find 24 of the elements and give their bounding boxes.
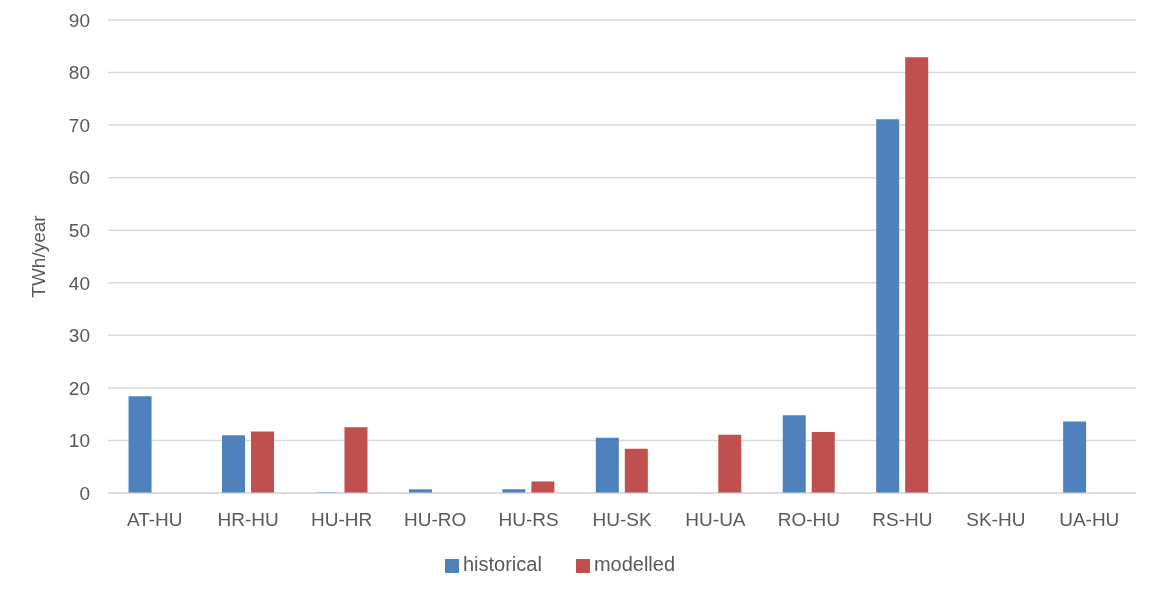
y-tick-label: 70 — [68, 114, 90, 136]
y-tick-label: 40 — [68, 272, 90, 294]
y-tick-label: 90 — [68, 9, 90, 31]
x-tick-label: RO-HU — [777, 509, 841, 531]
y-tick-label: 20 — [68, 377, 90, 399]
x-tick-label: HU-HR — [311, 509, 373, 531]
y-tick-label: 30 — [68, 325, 90, 347]
y-tick-label: 50 — [68, 219, 90, 241]
y-axis-title: TWh/year — [27, 214, 49, 298]
y-tick-label: 80 — [68, 62, 90, 84]
x-tick-label: UA-HU — [1059, 509, 1120, 531]
legend-label: modelled — [593, 553, 676, 575]
x-tick-label: RS-HU — [872, 509, 933, 531]
y-tick-label: 10 — [68, 430, 90, 452]
y-tick-label: 0 — [79, 482, 90, 504]
x-tick-label: HU-SK — [592, 509, 652, 531]
x-tick-label: HU-RS — [498, 509, 559, 531]
x-tick-label: HU-RO — [403, 509, 467, 531]
x-tick-label: SK-HU — [966, 509, 1026, 531]
legend-label: historical — [462, 553, 542, 575]
y-tick-label: 60 — [68, 167, 90, 189]
x-tick-label: HU-UA — [685, 509, 746, 531]
x-tick-label: HR-HU — [217, 509, 279, 531]
x-tick-label: AT-HU — [126, 509, 183, 531]
